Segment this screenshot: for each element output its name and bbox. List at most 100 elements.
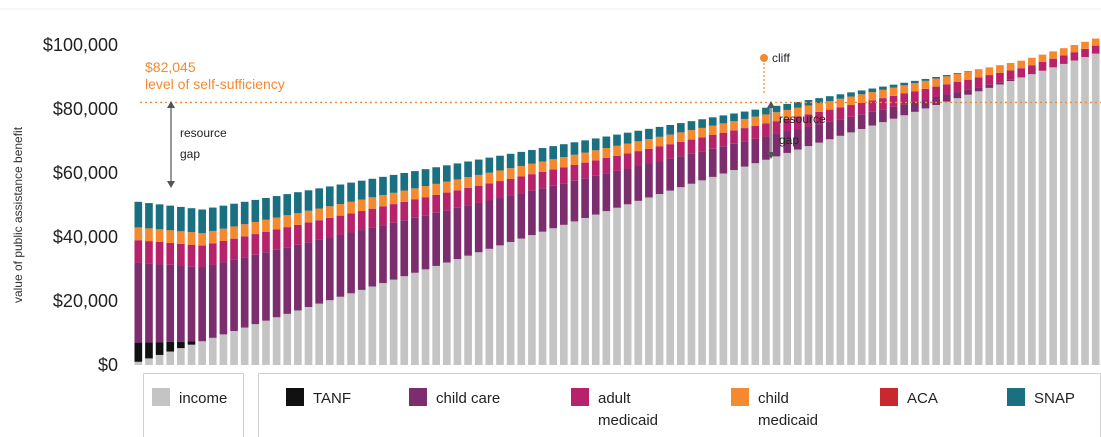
bar-segment-adultmed: [1070, 52, 1079, 61]
bar-segment-adultmed: [911, 91, 919, 102]
bar-segment-adultmed: [645, 148, 653, 164]
bar-segment-income: [953, 98, 962, 366]
bar-segment-childmed: [400, 190, 409, 202]
bar-segment-income: [964, 94, 972, 365]
bar-segment-snap: [187, 208, 196, 233]
bar-segment-childmed: [251, 221, 260, 235]
legend-item-child-medicaid: child medicaid: [731, 388, 828, 432]
bar-segment-adultmed: [900, 93, 909, 105]
bar-segment-childcare: [591, 175, 600, 215]
bar-segment-childcare: [602, 173, 611, 212]
bar-segment-childcare: [762, 136, 770, 160]
resource-gap-label-2-line1: resource: [779, 112, 826, 126]
bar-segment-income: [921, 108, 930, 366]
bar-segment-childmed: [421, 186, 430, 198]
bar-segment-childcare: [251, 254, 260, 325]
bar-segment-childmed: [464, 177, 472, 188]
legend-swatch-child-care: [409, 388, 427, 406]
bar-segment-childmed: [953, 74, 962, 82]
bar-segment-adultmed: [825, 109, 834, 122]
bar-segment-childmed: [581, 152, 589, 163]
bar-segment-adultmed: [591, 160, 600, 176]
bar-segment-income: [836, 135, 845, 365]
legend-item-adult-medicaid: adult medicaid: [571, 388, 668, 432]
bar-segment-childmed: [368, 197, 377, 209]
bar-segment-childcare: [240, 257, 249, 328]
bar-segment-childmed: [411, 188, 419, 200]
bar-segment-childmed: [794, 107, 802, 117]
bar-segment-snap: [751, 109, 760, 117]
bar-segment-income: [1091, 53, 1100, 365]
bar-segment-childmed: [389, 192, 398, 205]
bar-segment-childcare: [996, 82, 1004, 85]
bar-segment-childcare: [474, 202, 483, 253]
bar-segment-adultmed: [155, 241, 164, 265]
bar-segment-childmed: [974, 69, 983, 78]
bar-segment-adultmed: [464, 187, 472, 206]
bar-segment-adultmed: [879, 98, 887, 110]
bar-segment-snap: [815, 98, 823, 104]
bar-segment-adultmed: [942, 84, 951, 95]
bar-segment-childmed: [134, 227, 143, 241]
bar-segment-childmed: [985, 67, 994, 76]
bar-segment-income: [1017, 77, 1026, 366]
bar-segment-adultmed: [623, 153, 632, 169]
bar-segment-childcare: [219, 262, 228, 335]
bar-segment-adultmed: [964, 79, 972, 90]
bar-segment-childmed: [219, 228, 228, 241]
bar-segment-adultmed: [506, 178, 515, 196]
bar-segment-income: [294, 310, 302, 365]
bar-segment-childmed: [740, 118, 749, 129]
bar-segment-income: [559, 224, 568, 365]
bar-segment-childmed: [921, 80, 930, 89]
bar-segment-childmed: [145, 228, 153, 242]
resource-gap-label-1-line2: gap: [180, 147, 200, 161]
bar-segment-snap: [783, 103, 792, 110]
bar-segment-snap: [740, 111, 749, 119]
bar-segment-income: [645, 197, 653, 365]
bar-segment-childmed: [272, 217, 281, 230]
bar-segment-adultmed: [528, 174, 536, 191]
bar-segment-childmed: [432, 183, 440, 195]
bar-segment-childcare: [506, 195, 515, 242]
bar-segment-adultmed: [496, 181, 504, 199]
bar-segment-snap: [145, 203, 153, 229]
bar-segment-childcare: [442, 210, 451, 263]
bar-segment-snap: [219, 205, 228, 229]
bar-segment-childmed: [613, 145, 621, 156]
bar-segment-adultmed: [379, 206, 387, 226]
bar-segment-childcare: [421, 215, 430, 270]
bar-segment-childmed: [496, 170, 504, 182]
bar-segment-income: [613, 207, 621, 365]
bar-segment-childcare: [921, 99, 930, 109]
bar-segment-childcare: [974, 87, 983, 92]
bar-segment-childcare: [453, 207, 462, 260]
bar-segment-childcare: [676, 156, 685, 188]
bar-segment-childmed: [347, 201, 355, 214]
bar-segment-income: [432, 265, 440, 365]
bar-segment-snap: [868, 88, 877, 93]
bar-segment-adultmed: [1017, 68, 1026, 78]
bar-segment-adultmed: [1049, 58, 1057, 68]
bar-segment-childmed: [474, 174, 483, 186]
bar-segment-adultmed: [251, 234, 260, 255]
resource-gap-arrowhead-1-top: [167, 101, 175, 108]
bar-segment-childmed: [517, 165, 526, 177]
bar-segment-childcare: [570, 180, 579, 222]
bar-segment-income: [974, 91, 983, 366]
bar-segment-income: [623, 204, 632, 365]
bar-segment-childmed: [762, 114, 770, 124]
bar-segment-snap: [283, 194, 292, 216]
bar-segment-income: [868, 125, 877, 365]
bar-segment-income: [325, 300, 334, 365]
bar-segment-snap: [762, 107, 770, 115]
bar-segment-adultmed: [432, 194, 440, 213]
bar-segment-income: [581, 217, 589, 365]
bar-segment-adultmed: [698, 137, 706, 152]
bar-segment-adultmed: [687, 139, 696, 154]
bar-segment-tanf: [134, 342, 143, 362]
bar-segment-snap: [602, 136, 611, 149]
bar-segment-childmed: [379, 195, 387, 207]
bar-segment-income: [421, 269, 430, 365]
bar-segment-snap: [613, 134, 621, 146]
